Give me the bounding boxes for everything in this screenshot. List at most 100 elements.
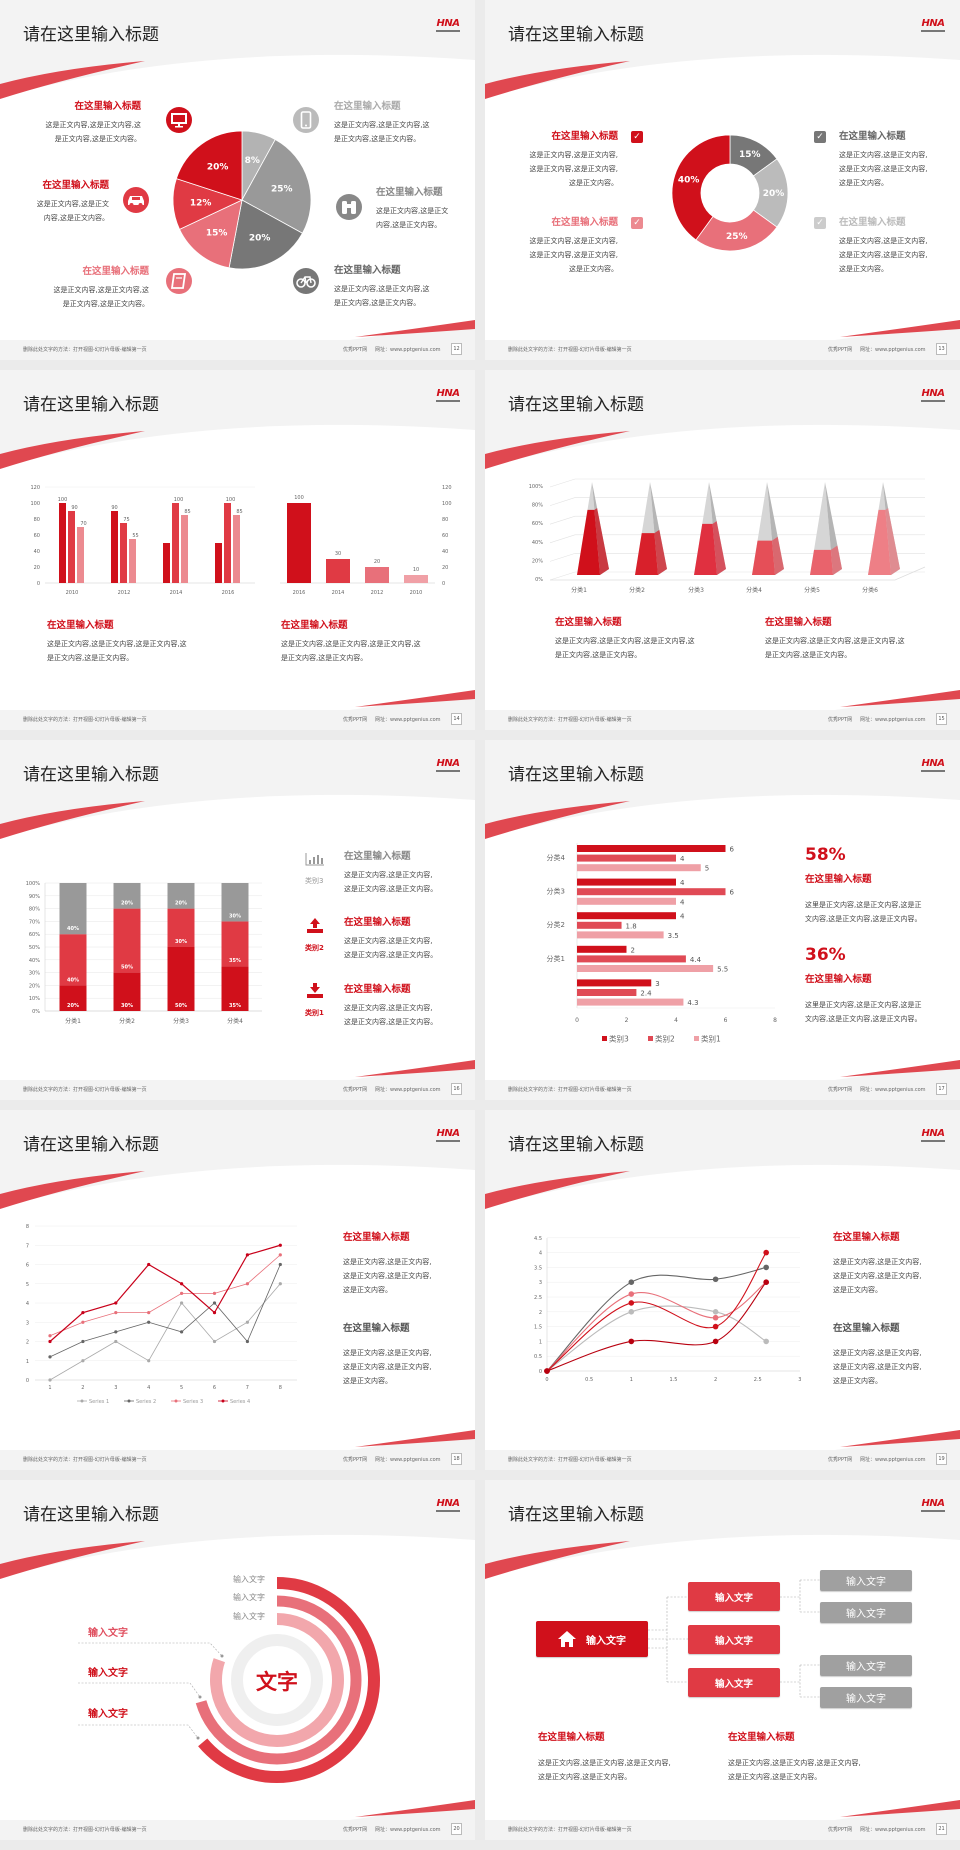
tick-label: 70% [29,919,40,925]
tick-label: 2 [26,1340,29,1346]
bottom-swoosh [355,320,475,337]
tick-label: 1 [630,1377,633,1383]
tick-label: 0 [26,1378,29,1384]
page-number: 13 [936,343,947,355]
pie-slice [241,138,312,234]
data-label: 1.8 [626,922,637,930]
block-text-line: 这是正文内容,这是正文内容。 [344,951,438,959]
footer-url: 网址：www.pptgenius.com [375,1457,441,1463]
logo-underline [921,770,945,772]
block-title: 在这里输入标题 [74,101,141,112]
text-block: 在这里输入标题这是正文内容,这是正文内容,这是正文内容,这是正文内容,这是正文内… [530,130,618,190]
text-block: 在这里输入标题这是正文内容,这是正文内容, 这是正文内容,这是正文内容。 [344,916,437,962]
checkbox-checked-icon[interactable]: ✓ [631,131,643,143]
data-point [180,1282,184,1286]
block-text-line: 是正文内容,这是正文内容。 [765,651,852,659]
leader-line [78,1682,201,1698]
hna-logo: HNA [433,1498,463,1512]
root-node[interactable]: 输入文字 [536,1621,648,1657]
x-tick-label: 分类1 [65,1017,81,1025]
data-point [114,1311,118,1315]
top-swoosh [485,801,630,839]
data-point [81,1320,85,1324]
checkbox-checked-icon[interactable]: ✓ [814,217,826,229]
data-label: 50% [121,965,133,971]
hna-logo: HNA [433,388,463,402]
block-text-line: 是正文内容,这是正文内容。 [334,299,421,307]
x-tick-label: 2012 [118,590,131,596]
branch-node[interactable]: 输入文字 [688,1625,780,1654]
block-title: 在这里输入标题 [376,187,443,198]
slide: 0% 20% 40% 60% 80% 100% 分类1 分类2 分类3 分类4 分类5 分类6 请在这里… [485,370,960,730]
branch-node[interactable]: 输入文字 [688,1668,780,1697]
text-block: 在这里输入标题 这里是正文内容,这是正文内容,这是正 文内容,这是正文内容,这是正文… [805,973,921,1026]
leaf-node[interactable]: 输入文字 [820,1687,912,1708]
data-point [48,1339,52,1344]
leaf-node[interactable]: 输入文字 [820,1602,912,1623]
block-title: 在这里输入标题 [281,620,348,631]
block-text-line: 这是正文内容,这是正文内容, [529,251,618,259]
bar [224,503,231,583]
x-tick-label: 2012 [371,590,384,596]
block-text-line: 这里是正文内容,这是正文内容,这是正 [805,1001,922,1009]
tick-label: 6 [213,1385,216,1391]
top-swoosh [485,431,630,469]
slide-canvas: 0204060801001202010100907020129075552014… [0,424,475,710]
block-text-line: 这是正文内容。 [833,1377,882,1385]
home-icon [558,1631,576,1647]
legend-swatch [694,1036,699,1041]
category-label: 分类2 [547,920,565,929]
data-point [245,1320,249,1324]
tick-label: 2.5 [534,1295,542,1301]
bar [577,878,676,886]
text-block: 在这里输入标题这是正文内容,这是正文内容,这是正文内容,这是正文内容,这是正文内… [281,619,421,665]
car-icon [123,187,149,213]
logo-underline [921,400,945,402]
slide-background [0,1164,475,1450]
tick-label: 120 [30,485,40,491]
tick-label: 60 [442,533,448,539]
data-point [147,1311,151,1315]
legend-label: 类别3 [609,1034,629,1044]
data-label: 50% [175,1003,187,1009]
tick-label: 1 [539,1339,542,1345]
logo-text: HNA [921,388,945,399]
side-label: 输入文字 [88,1668,128,1679]
block-text-line: 这是正文内容。 [343,1377,392,1385]
top-swoosh [0,801,145,839]
tick-label: 8 [279,1385,282,1391]
leaf-node[interactable]: 输入文字 [820,1570,912,1591]
x-tick-label: 2010 [410,590,423,596]
text-block: 在这里输入标题这是正文内容,这是正文内容,这是正文内容,这是正文内容,这是正文内… [833,1231,921,1297]
block-text-line: 这是正文内容。 [569,179,618,187]
block-title: 在这里输入标题 [344,984,411,995]
bar-segment [221,966,249,1011]
branch-node[interactable]: 输入文字 [688,1582,780,1611]
tick-label: 40% [29,958,40,964]
hna-logo: HNA [918,1498,948,1512]
bar [120,523,127,583]
text-block: 在这里输入标题这是正文内容,这是正文内容, 这是正文内容,这是正文内容。 [344,983,437,1029]
slide-canvas: 0 0.5 1 1.5 2 2.5 3 3.5 4 4.5 0 0.5 1 1.5 2 2.5 3 [485,1164,960,1450]
checkbox-checked-icon[interactable]: ✓ [814,131,826,143]
tick-label: 20 [34,565,40,571]
block-text-line: 是正文内容,这是正文内容。 [47,654,134,662]
upload-icon [307,918,323,933]
logo-underline [921,1140,945,1142]
data-label: 30% [175,939,187,945]
series-curve [546,1305,767,1372]
data-label: 85 [184,509,190,515]
slide-title: 请在这里输入标题 [23,25,159,45]
data-point [212,1291,217,1295]
pyramid-fill [810,549,833,575]
bar [129,539,136,583]
checkbox-checked-icon[interactable]: ✓ [631,217,643,229]
leader-dot [196,1736,200,1740]
ring-label: 输入文字 [233,1575,265,1584]
category-label: 类别2 [305,944,324,952]
data-point [48,1378,52,1382]
leaf-node[interactable]: 输入文字 [820,1655,912,1676]
bar [577,845,726,852]
data-label: 70 [80,521,86,527]
tick-label: 7 [26,1243,29,1249]
